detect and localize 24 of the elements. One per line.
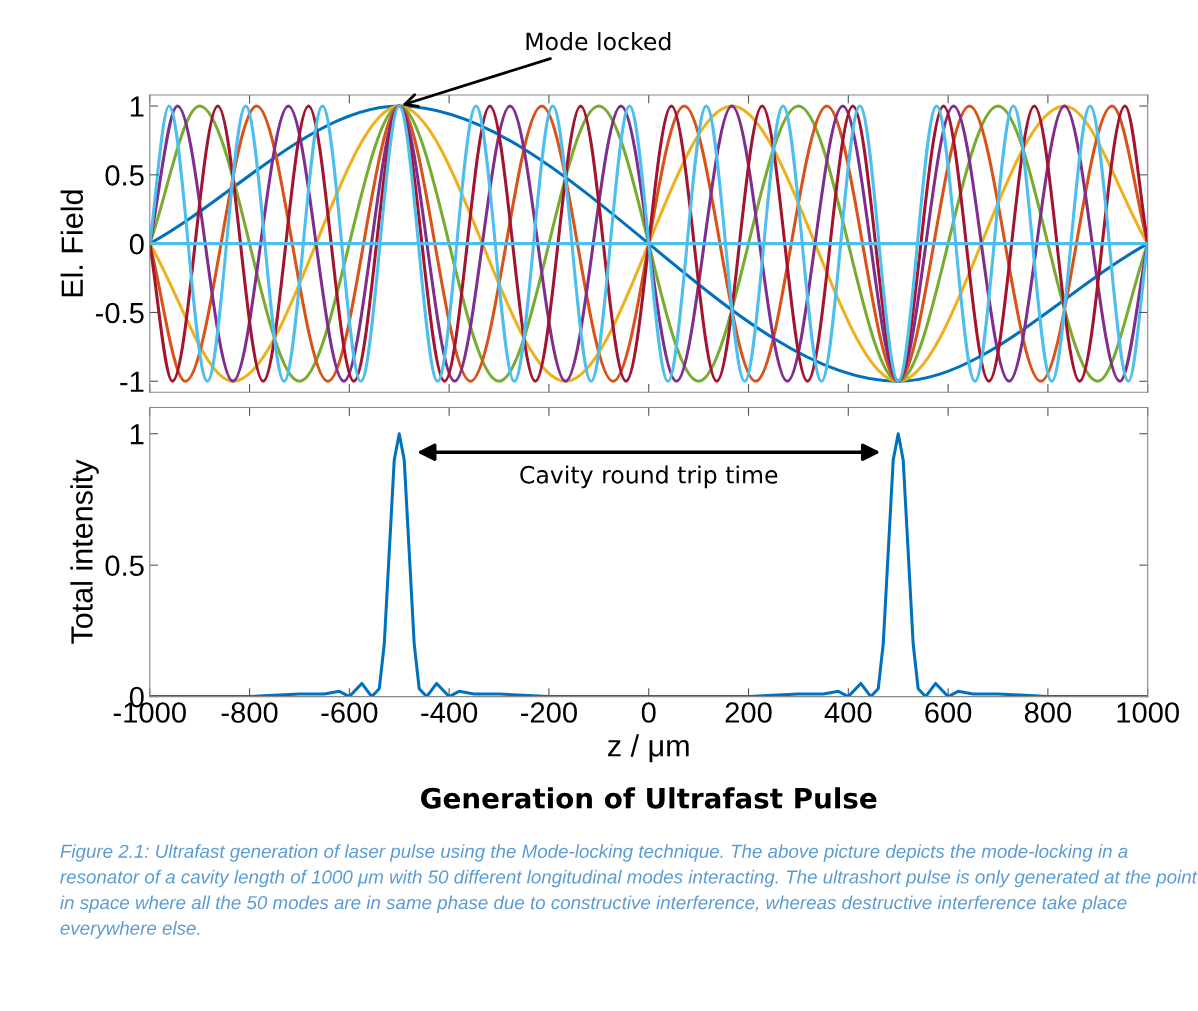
x-tick-label: 800 bbox=[1024, 702, 1072, 723]
x-tick-label: 200 bbox=[725, 702, 772, 723]
y-tick-label: 0.5 bbox=[105, 165, 144, 186]
y-tick-label: -0.5 bbox=[95, 302, 144, 324]
text: Generation of Ultrafast Pulse bbox=[421, 787, 877, 809]
y-axis-title: Total intensity bbox=[70, 459, 99, 644]
x-tick-label: -200 bbox=[521, 702, 577, 723]
annotation: Mode locked bbox=[526, 32, 671, 51]
y-tick-label: 0.5 bbox=[105, 555, 144, 576]
x-tick-label: 0 bbox=[641, 702, 656, 723]
x-axis-title: z / μm bbox=[608, 734, 689, 763]
y-tick-label: 1 bbox=[130, 424, 144, 445]
y-tick-label: -1 bbox=[120, 371, 144, 392]
x-tick-label: 600 bbox=[925, 702, 972, 723]
y-tick-label: 1 bbox=[130, 96, 144, 117]
x-tick-label: 1000 bbox=[1117, 702, 1179, 723]
x-tick-label: -600 bbox=[321, 702, 378, 723]
x-tick-label: -800 bbox=[221, 702, 278, 723]
y-axis-title: El. Field bbox=[60, 190, 84, 297]
y-tick-label: 0 bbox=[129, 233, 144, 255]
annotation: Cavity round trip time bbox=[520, 465, 778, 489]
caption: Figure 2.1: Ultrafast generation of laser pulse using the Mode-locking technique. The above picture depicts the mode-locking in a resonator of a cavity length of 1000 μm with 50 different longitudinal modes interacting. The ultrashort pulse is only generated at the point in space where all the 50 modes are in same phase due to constructive interference, whereas destructive interference take place everywhere else. bbox=[60, 844, 1198, 939]
x-tick-label: -400 bbox=[421, 702, 478, 723]
x-tick-label: 400 bbox=[824, 702, 872, 723]
